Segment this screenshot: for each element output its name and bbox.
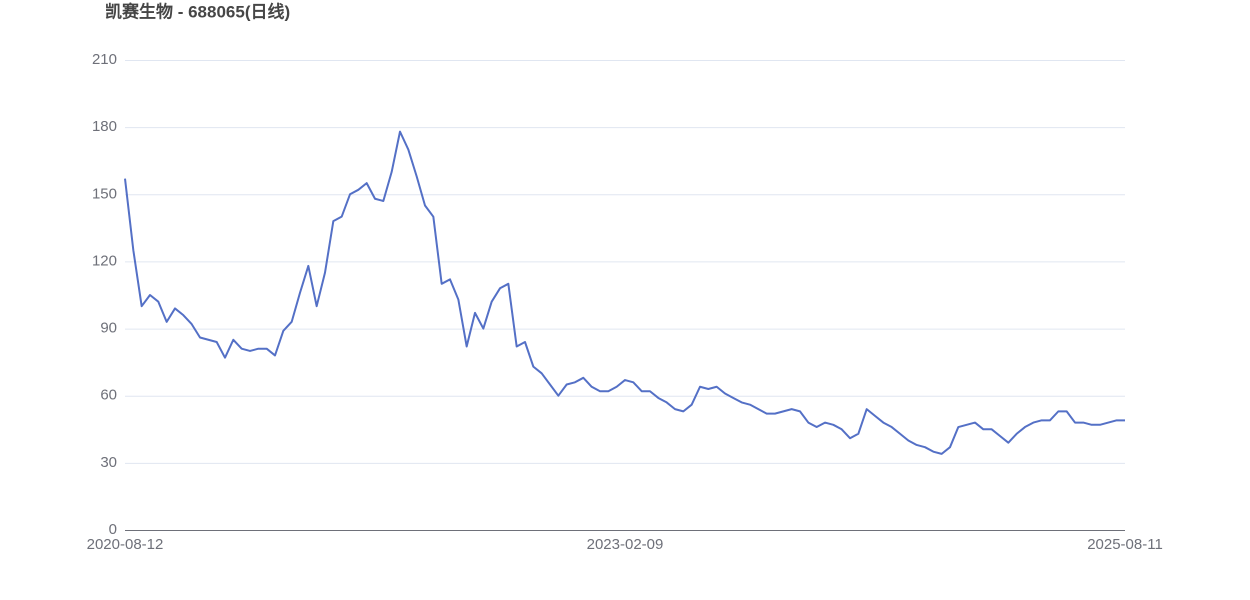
y-tick-label: 0 (109, 521, 117, 538)
y-tick-label: 90 (100, 320, 117, 337)
y-tick-label: 180 (92, 118, 117, 135)
chart-title: 凯赛生物 - 688065(日线) (105, 1, 290, 21)
y-tick-label: 120 (92, 252, 117, 269)
y-tick-label: 30 (100, 454, 117, 471)
x-tick-label: 2025-08-11 (1087, 536, 1163, 553)
price-line (124, 130, 1125, 455)
y-tick-label: 150 (92, 185, 117, 202)
x-tick-label: 2023-02-09 (587, 536, 664, 553)
x-tick-label: 2020-08-12 (87, 536, 164, 553)
y-tick-label: 210 (92, 51, 117, 68)
y-tick-label: 60 (100, 387, 117, 404)
